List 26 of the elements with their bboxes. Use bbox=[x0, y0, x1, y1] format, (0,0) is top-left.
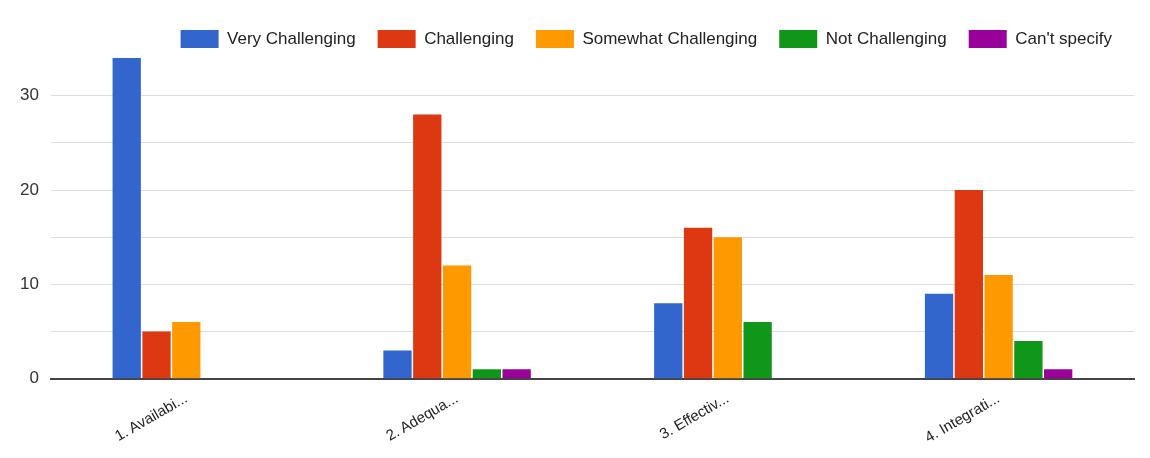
bar bbox=[683, 227, 713, 379]
bar bbox=[112, 58, 141, 379]
bar bbox=[954, 190, 983, 379]
bar bbox=[142, 331, 171, 379]
legend-label: Very Challenging bbox=[227, 28, 356, 48]
legend-label: Can't specify bbox=[1015, 28, 1113, 48]
bar bbox=[743, 322, 772, 379]
bar bbox=[502, 369, 531, 379]
bar bbox=[172, 322, 201, 379]
y-tick-label: 10 bbox=[19, 274, 39, 294]
y-tick-label: 20 bbox=[19, 179, 39, 199]
y-tick-label: 30 bbox=[19, 85, 39, 105]
bar bbox=[442, 265, 472, 379]
bar bbox=[1044, 369, 1073, 379]
legend-label: Challenging bbox=[424, 28, 514, 48]
legend-label: Somewhat Challenging bbox=[582, 28, 758, 48]
bar bbox=[383, 350, 412, 379]
bar bbox=[984, 274, 1013, 379]
bar bbox=[713, 237, 742, 379]
bar bbox=[654, 303, 683, 379]
bar bbox=[924, 293, 954, 379]
y-tick-label: 0 bbox=[29, 368, 39, 388]
bar bbox=[472, 369, 501, 379]
bar bbox=[1014, 340, 1043, 379]
legend-label: Not Challenging bbox=[825, 28, 947, 48]
bar bbox=[413, 114, 442, 379]
